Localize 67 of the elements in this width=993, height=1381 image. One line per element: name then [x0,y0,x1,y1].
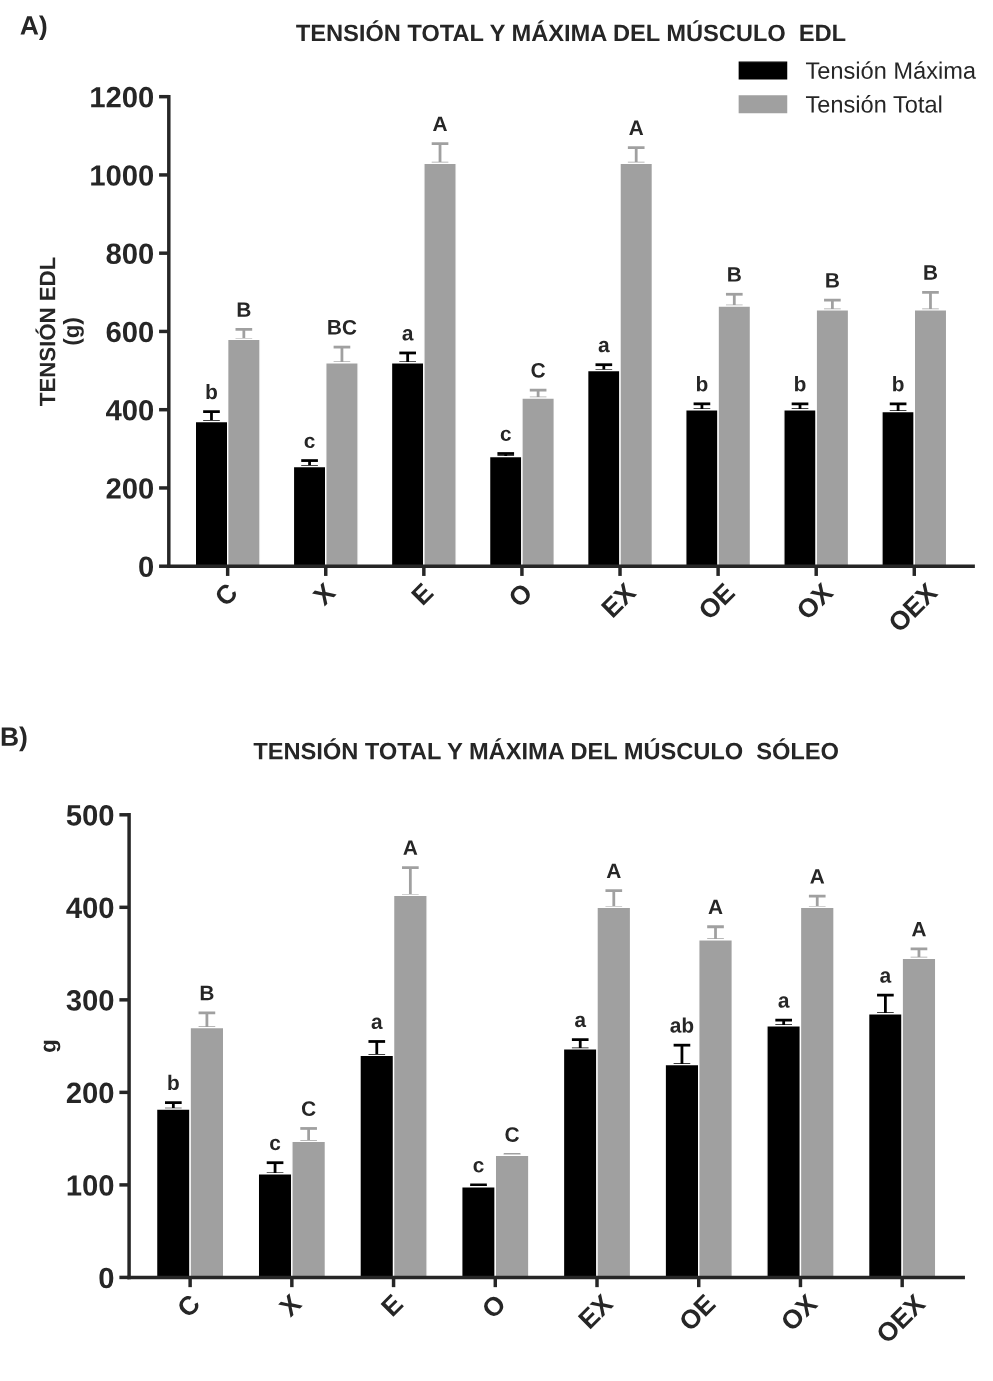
y-axis-title: TENSIÓN EDL (g) [35,257,84,406]
text: B) [1,726,27,752]
annotation: A [911,921,926,937]
y-tick-label: 500 [66,804,114,826]
annotation: c [270,1138,281,1151]
annotation: b [206,383,217,400]
y-tick-label: 0 [139,556,154,578]
y-tick-label: 800 [106,243,154,265]
annotation: B [728,267,741,282]
annotation: A [606,863,621,879]
annotation: a [575,1015,587,1028]
y-tick-label: 1000 [91,165,154,186]
x-tick-label: O [507,582,534,609]
annotation: a [402,329,414,341]
annotation: B [826,273,839,288]
annotation: ab [670,1017,694,1033]
annotation: A [810,869,825,884]
y-tick-label: 600 [106,321,154,343]
annotation: a [371,1017,383,1030]
legend-label: Tensión Total [805,95,942,113]
annotation: b [795,376,806,392]
x-tick-label: E [380,1293,404,1317]
x-tick-label: E [410,582,435,606]
y-tick-label: 100 [67,1175,114,1196]
text: A) [20,15,47,40]
x-tick-label: X [277,1292,303,1318]
x-tick-label: OX [795,581,835,621]
x-tick-label: OE [697,582,736,621]
annotation: A [433,116,447,131]
chart-title: TENSIÓN TOTAL Y MÁXIMA DEL MÚSCULO EDL [296,20,846,42]
annotation: A [708,899,723,915]
annotation: C [301,1101,316,1117]
annotation: A [403,840,418,855]
chart-title: TENSIÓN TOTAL Y MÁXIMA DEL MÚSCULO SÓLEO [253,738,838,760]
y-tick-label: 1200 [91,86,154,108]
x-tick-label: EX [600,581,638,618]
legend-label: Tensión Máxima [805,61,977,79]
x-tick-label: O [480,1293,507,1320]
annotation: a [598,340,610,353]
annotation: a [778,996,790,1008]
annotation: c [500,429,511,442]
y-tick-label: 200 [106,478,154,499]
annotation: B [924,265,938,280]
annotation: a [880,971,892,983]
x-tick-label: OX [779,1292,819,1332]
annotation: b [696,376,708,392]
annotation: C [505,1127,520,1142]
x-tick-label: C [175,1293,202,1319]
x-tick-label: EX [577,1292,615,1330]
annotation: BC [328,319,357,335]
y-tick-label: 0 [99,1267,114,1289]
annotation: b [168,1074,179,1091]
annotation: B [237,302,251,317]
x-tick-label: C [213,581,239,608]
y-tick-label: 200 [66,1082,114,1104]
y-tick-label: 300 [66,990,114,1011]
y-axis-title: g [43,1040,61,1052]
y-tick-label: 400 [66,897,114,919]
annotation: c [473,1161,484,1173]
annotation: c [304,436,315,449]
annotation: b [893,376,904,392]
x-tick-label: OE [677,1293,717,1332]
x-tick-label: X [311,581,337,607]
annotation: B [200,985,214,1001]
annotation: A [629,120,644,135]
annotation: C [531,362,546,378]
y-tick-label: 400 [106,399,154,421]
